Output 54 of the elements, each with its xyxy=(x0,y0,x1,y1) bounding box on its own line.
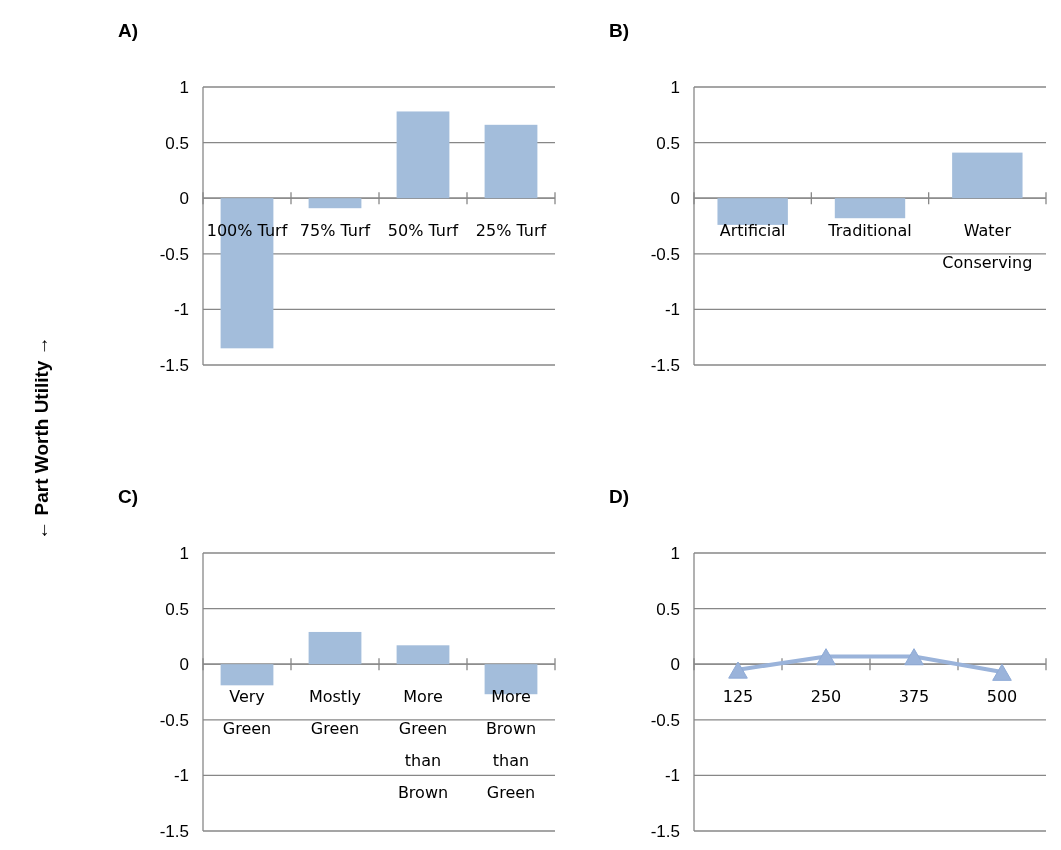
x-tick-label: 50% Turf xyxy=(387,221,459,241)
y-tick-label: -1.5 xyxy=(650,821,680,841)
y-tick-label: -1 xyxy=(173,300,189,320)
y-tick-label: -1 xyxy=(664,766,680,786)
point xyxy=(992,663,1012,681)
x-tick-label: Artificial xyxy=(719,221,786,241)
y-tick-label: 0 xyxy=(179,655,189,675)
bar xyxy=(484,124,538,199)
x-tick-label: More Green than Brown xyxy=(397,687,449,803)
y-tick-label: -1.5 xyxy=(159,821,189,841)
chart-title: A) xyxy=(118,20,139,41)
x-tick-label: More Brown than Green xyxy=(485,687,537,803)
y-tick-label: -1.5 xyxy=(159,355,189,375)
y-axis-title: ← Part Worth Utility → xyxy=(31,336,52,540)
x-tick-label: 25% Turf xyxy=(475,221,547,241)
x-tick-label: 100% Turf xyxy=(206,221,288,241)
point xyxy=(816,648,836,666)
y-tick-label: 0.5 xyxy=(165,599,189,619)
y-tick-label: 0.5 xyxy=(656,599,680,619)
y-tick-label: -0.5 xyxy=(650,710,680,730)
y-tick-label: 1 xyxy=(670,77,680,97)
y-tick-label: -0.5 xyxy=(650,244,680,264)
y-tick-label: 1 xyxy=(670,543,680,563)
chart-title: C) xyxy=(118,486,139,507)
x-tick-label: 250 xyxy=(810,687,842,707)
y-tick-label: -0.5 xyxy=(159,244,189,264)
x-tick-label: Very Green xyxy=(222,687,272,739)
y-tick-label: -0.5 xyxy=(159,710,189,730)
y-tick-label: 1 xyxy=(179,77,189,97)
x-tick-label: Traditional xyxy=(827,221,912,241)
y-tick-label: -1 xyxy=(173,766,189,786)
chart-title: B) xyxy=(609,20,630,41)
y-tick-label: 0 xyxy=(179,189,189,209)
x-tick-label: 500 xyxy=(986,687,1018,707)
chart-title: D) xyxy=(609,486,630,507)
point xyxy=(728,661,748,679)
bar xyxy=(396,111,450,199)
y-tick-label: 0.5 xyxy=(656,133,680,153)
bar xyxy=(308,198,362,209)
bar xyxy=(308,631,362,665)
point xyxy=(904,648,924,666)
y-tick-label: -1 xyxy=(664,300,680,320)
x-tick-label: Water Conserving xyxy=(942,221,1033,273)
y-tick-label: 0 xyxy=(670,189,680,209)
y-tick-label: 0.5 xyxy=(165,133,189,153)
x-tick-label: Mostly Green xyxy=(308,687,362,739)
bar xyxy=(220,664,274,686)
x-tick-label: 375 xyxy=(898,687,930,707)
y-tick-label: 0 xyxy=(670,655,680,675)
y-tick-label: -1.5 xyxy=(650,355,680,375)
x-tick-label: 75% Turf xyxy=(299,221,371,241)
x-tick-label: 125 xyxy=(722,687,754,707)
bar xyxy=(396,645,450,665)
y-tick-label: 1 xyxy=(179,543,189,563)
